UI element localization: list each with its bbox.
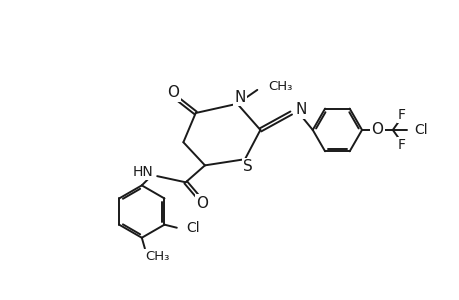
Text: O: O <box>167 85 179 100</box>
Text: S: S <box>243 159 252 174</box>
Text: F: F <box>397 107 405 122</box>
Text: N: N <box>234 90 246 105</box>
Text: Cl: Cl <box>414 123 427 137</box>
Text: HN: HN <box>132 164 153 178</box>
Text: CH₃: CH₃ <box>145 250 169 263</box>
Text: CH₃: CH₃ <box>268 80 292 93</box>
Text: O: O <box>370 122 383 137</box>
Text: N: N <box>295 102 307 117</box>
Text: O: O <box>196 196 207 211</box>
Text: Cl: Cl <box>185 221 199 236</box>
Text: F: F <box>397 138 405 152</box>
